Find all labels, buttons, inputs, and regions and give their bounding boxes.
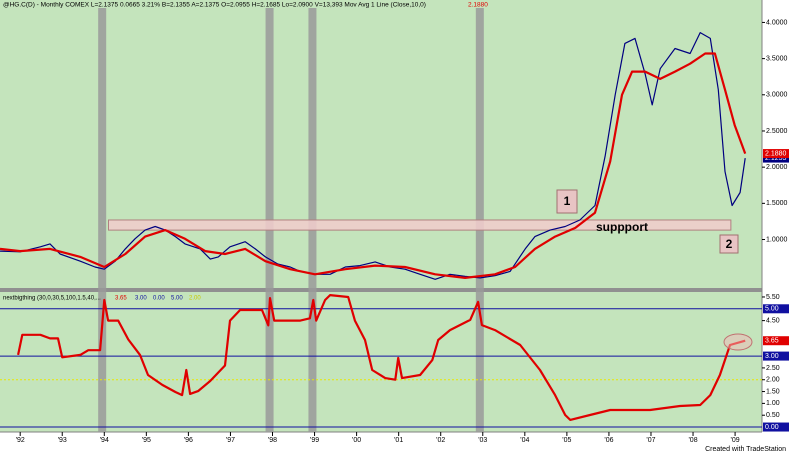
level-label-box — [763, 351, 789, 361]
series-line — [17, 294, 746, 421]
indicator-header: nextbigthing (30,0,30,5,100,1.5,40,... — [3, 296, 101, 302]
x-tick-label: '96 — [184, 437, 193, 444]
indicator-panel — [0, 292, 762, 432]
last-value-label-box — [763, 149, 789, 159]
x-tick-label: '06 — [604, 437, 613, 444]
y-tick-label: 1.00 — [766, 400, 780, 407]
indicator-header-value: 0.00 — [153, 296, 165, 302]
annotation-box — [556, 189, 578, 214]
highlight-ellipse — [723, 333, 753, 351]
x-tick-label: '07 — [646, 437, 655, 444]
indicator-header-value: 5.00 — [171, 296, 183, 302]
x-tick-label: '00 — [352, 437, 361, 444]
level-label: 0.00 — [765, 424, 779, 431]
y-tick-label: 2.50 — [766, 365, 780, 372]
x-tick-label: '08 — [688, 437, 697, 444]
x-tick-label: '99 — [310, 437, 319, 444]
annotation: suppport — [596, 220, 648, 234]
x-tick-label: '98 — [268, 437, 277, 444]
panel-separator — [0, 288, 762, 292]
annotation: 2 — [726, 237, 733, 251]
series-line — [0, 52, 747, 279]
level-label-box — [763, 422, 789, 432]
x-tick-label: '97 — [226, 437, 235, 444]
last-value-label: 2.1255 — [765, 155, 787, 162]
x-tick-label: '04 — [520, 437, 529, 444]
y-tick-label: 4.50 — [766, 317, 780, 324]
y-tick-label: 0.50 — [766, 412, 780, 419]
support-band — [107, 219, 732, 231]
price-panel — [0, 0, 762, 288]
indicator-header-value: 3.65 — [115, 296, 127, 302]
y-tick-label: 5.50 — [766, 294, 780, 301]
level-label-box — [763, 304, 789, 314]
annotation: 1 — [564, 194, 571, 208]
y-tick-label: 1.0000 — [766, 236, 788, 243]
x-tick-label: '02 — [436, 437, 445, 444]
x-tick-label: '01 — [394, 437, 403, 444]
indicator-header-value: 2.00 — [189, 296, 201, 302]
y-tick-label: 2.00 — [766, 377, 780, 384]
highlight-bar — [98, 8, 107, 432]
y-tick-label: 1.5000 — [766, 200, 788, 207]
last-value-label: 3.65 — [765, 338, 779, 345]
y-tick-label: 2.5000 — [766, 128, 788, 135]
x-tick-label: '94 — [100, 437, 109, 444]
x-tick-label: '09 — [731, 437, 740, 444]
y-tick-label: 2.0000 — [766, 164, 788, 171]
footer: Created with TradeStation — [705, 446, 786, 453]
x-tick-label: '03 — [478, 437, 487, 444]
header-value: 2.1880 — [468, 2, 488, 9]
last-value-label-box — [763, 153, 789, 163]
y-tick-label: 4.0000 — [766, 19, 788, 26]
y-tick-label: 3.0000 — [766, 92, 788, 99]
annotation-box — [719, 234, 739, 254]
series-line — [0, 32, 746, 280]
indicator-header-value: 3.00 — [135, 296, 147, 302]
last-value-label-box — [763, 336, 789, 346]
y-tick-label: 1.50 — [766, 388, 780, 395]
y-tick-label: 3.5000 — [766, 55, 788, 62]
level-label: 5.00 — [765, 306, 779, 313]
last-value-label: 2.1880 — [765, 150, 787, 157]
x-tick-label: '95 — [142, 437, 151, 444]
x-tick-label: '92 — [16, 437, 25, 444]
header: @HG.C(D) - Monthly COMEX L=2.1375 0.0665… — [3, 2, 426, 9]
x-tick-label: '93 — [58, 437, 67, 444]
x-tick-label: '05 — [562, 437, 571, 444]
level-label: 3.00 — [765, 353, 779, 360]
